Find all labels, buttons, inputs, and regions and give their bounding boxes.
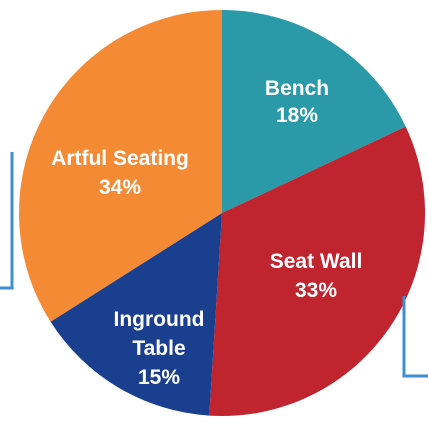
slice-percent: 15%: [138, 366, 180, 389]
slice-name: Bench: [265, 77, 329, 100]
pie-slice-bench: [222, 10, 406, 213]
slice-name: Seat Wall: [270, 250, 363, 273]
slice-percent: 33%: [295, 279, 337, 302]
slice-name: Artful Seating: [51, 147, 189, 170]
slice-label-artful-seating: Artful Seating 34%: [51, 147, 189, 199]
pie-slice-artful-seating: [19, 10, 222, 322]
right-bracket-line: [402, 296, 428, 378]
pie-slice-seat-wall: [209, 126, 425, 416]
slice-name: Inground: [114, 308, 205, 331]
slice-percent: 18%: [276, 104, 318, 127]
decorative-brackets: [0, 152, 428, 378]
slice-label-bench: Bench 18%: [265, 77, 329, 127]
left-bracket-line: [0, 152, 14, 290]
pie-slices: [19, 10, 425, 416]
slice-name: Table: [132, 337, 185, 360]
pie-labels: Bench 18% Seat Wall 33% Inground Table 15% Artf…: [51, 77, 362, 389]
slice-label-inground-table: Inground Table 15%: [114, 308, 205, 389]
slice-percent: 34%: [99, 176, 141, 199]
pie-slice-inground-table: [50, 213, 222, 416]
slice-label-seat-wall: Seat Wall 33%: [270, 250, 363, 302]
